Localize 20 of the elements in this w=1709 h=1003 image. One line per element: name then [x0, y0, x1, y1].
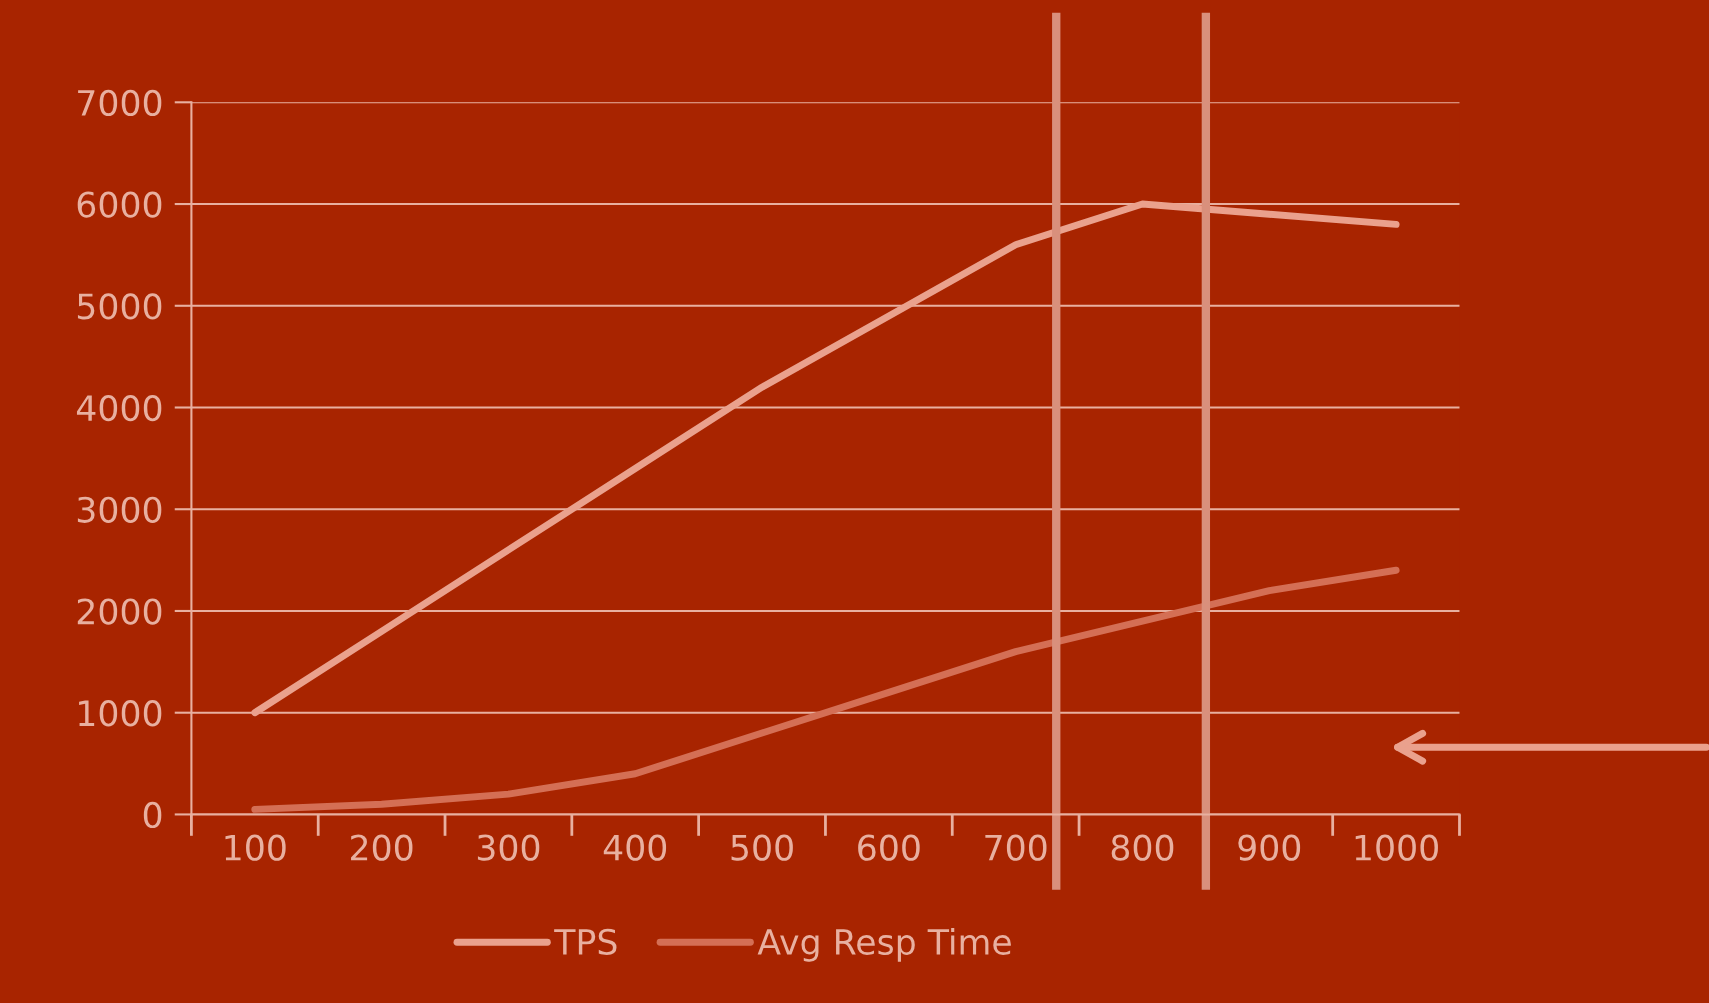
x-tick-label: 100 — [225, 834, 286, 861]
y-tick-label: 6000 — [77, 191, 162, 218]
x-tick-label: 200 — [351, 834, 413, 861]
y-tick-label: 2000 — [77, 598, 162, 625]
x-tick-label: 700 — [985, 834, 1047, 861]
y-tick-label: 3000 — [77, 496, 162, 523]
legend-label: TPS — [554, 928, 617, 955]
legend-label: Avg Resp Time — [757, 928, 1011, 962]
y-tick-label: 0 — [143, 801, 162, 829]
x-tick-label: 500 — [731, 834, 793, 861]
y-tick-label: 7000 — [78, 89, 162, 116]
y-tick-label: 1000 — [79, 700, 162, 727]
x-tick-label: 800 — [1111, 834, 1174, 861]
y-tick-label: 4000 — [76, 394, 162, 422]
x-tick-label: 300 — [477, 834, 540, 861]
x-tick-label: 900 — [1238, 834, 1301, 861]
x-tick-label: 1000 — [1355, 834, 1438, 861]
x-tick-label: 600 — [858, 834, 920, 861]
y-tick-label: 5000 — [77, 293, 162, 320]
x-tick-label: 400 — [603, 834, 667, 861]
